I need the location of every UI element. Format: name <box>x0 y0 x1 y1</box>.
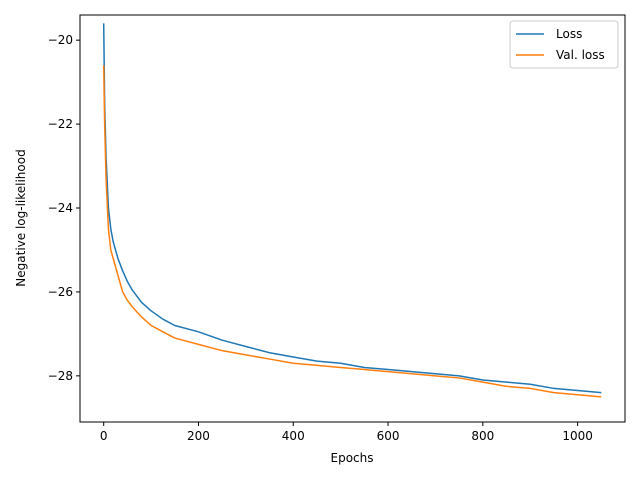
series-line-loss <box>102 23 602 394</box>
y-tick-label: −20 <box>48 33 73 47</box>
x-tick-label: 0 <box>100 429 108 443</box>
x-tick-label: 200 <box>187 429 210 443</box>
y-axis-label: Negative log-likelihood <box>14 149 28 286</box>
y-tick-label: −26 <box>48 285 73 299</box>
legend-label-loss: Loss <box>556 27 582 41</box>
y-tick-label: −24 <box>48 201 73 215</box>
legend-box <box>509 20 619 69</box>
axis-ticks: 0 200 400 600 800 1000 −28 −26 −24 −22 −20 <box>48 33 593 443</box>
series-line-val-loss <box>102 65 602 398</box>
x-tick-label: 800 <box>471 429 494 443</box>
x-tick-label: 600 <box>377 429 400 443</box>
plot-frame <box>79 14 626 423</box>
x-tick-label: 400 <box>282 429 305 443</box>
legend: Loss Val. loss <box>509 20 619 69</box>
x-axis-label: Epochs <box>331 451 374 465</box>
y-tick-label: −22 <box>48 117 73 131</box>
x-tick-label: 1000 <box>562 429 593 443</box>
y-tick-label: −28 <box>48 369 73 383</box>
series-lines <box>102 23 602 398</box>
legend-label-val-loss: Val. loss <box>556 48 605 62</box>
